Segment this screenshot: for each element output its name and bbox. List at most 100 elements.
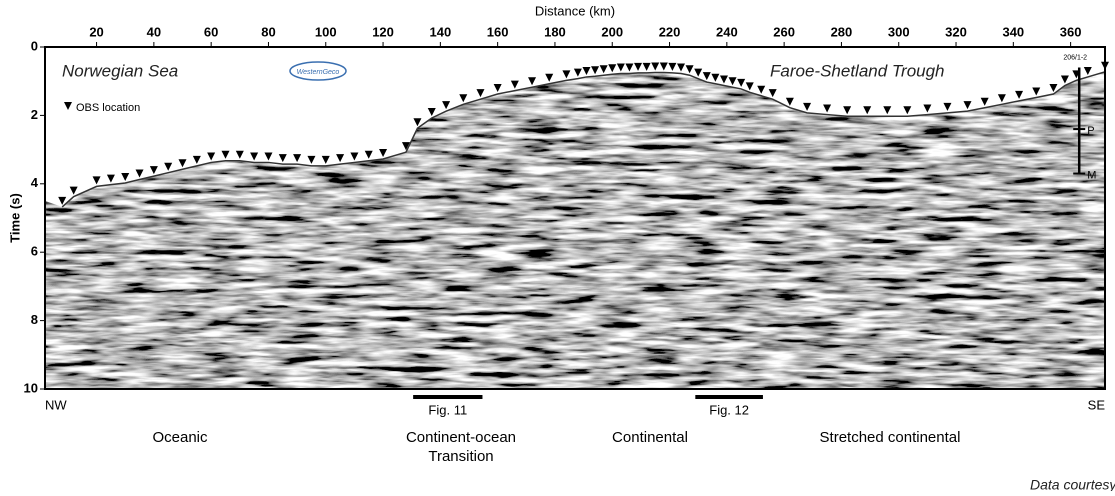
region-title: Norwegian Sea <box>62 61 178 80</box>
obs-marker <box>106 174 115 183</box>
region-label: Continental <box>612 429 688 446</box>
obs-marker <box>694 68 703 77</box>
obs-marker <box>321 155 330 164</box>
y-tick-label: 0 <box>31 38 38 53</box>
obs-marker <box>677 63 685 72</box>
obs-marker <box>785 97 794 106</box>
direction-label: SE <box>1088 397 1106 412</box>
obs-marker <box>149 166 158 175</box>
obs-marker <box>235 150 244 159</box>
obs-marker <box>58 196 67 205</box>
x-tick-label: 140 <box>429 24 451 39</box>
figure-bar <box>695 395 763 399</box>
obs-marker <box>582 66 591 75</box>
obs-marker <box>69 186 78 195</box>
obs-marker <box>413 118 422 127</box>
obs-marker <box>711 73 720 82</box>
obs-marker <box>616 63 625 72</box>
obs-marker <box>427 107 436 116</box>
y-tick-label: 2 <box>31 107 38 122</box>
obs-marker <box>642 62 651 71</box>
obs-marker <box>364 150 373 159</box>
x-tick-label: 100 <box>315 24 337 39</box>
obs-marker <box>728 77 737 86</box>
obs-marker <box>659 62 668 71</box>
obs-marker <box>843 106 852 115</box>
legend-symbol <box>64 102 72 110</box>
x-tick-label: 160 <box>487 24 509 39</box>
obs-marker <box>625 63 634 72</box>
obs-marker <box>528 77 537 86</box>
x-tick-label: 340 <box>1002 24 1024 39</box>
obs-marker <box>459 94 468 103</box>
water-column <box>45 47 1105 207</box>
obs-marker <box>336 154 345 163</box>
well-marker-label: M <box>1087 169 1096 181</box>
x-tick-label: 200 <box>601 24 623 39</box>
direction-label: NW <box>45 397 67 412</box>
y-tick-label: 4 <box>31 175 39 190</box>
obs-marker <box>264 152 273 161</box>
well-name: 206/1-2 <box>1063 54 1087 61</box>
obs-marker <box>1083 66 1092 75</box>
x-tick-label: 240 <box>716 24 738 39</box>
obs-marker <box>307 155 316 164</box>
obs-marker <box>1049 84 1058 93</box>
x-tick-label: 260 <box>773 24 795 39</box>
x-tick-label: 120 <box>372 24 394 39</box>
region-label: Oceanic <box>152 429 208 446</box>
legend-label: OBS location <box>76 102 140 114</box>
x-tick-label: 300 <box>888 24 910 39</box>
obs-marker <box>883 106 892 115</box>
obs-marker <box>599 65 608 74</box>
obs-marker <box>510 80 519 89</box>
obs-marker <box>863 106 872 115</box>
obs-marker <box>1032 87 1041 96</box>
obs-marker <box>923 104 932 113</box>
obs-marker <box>121 172 130 181</box>
obs-marker <box>768 89 777 98</box>
obs-marker <box>803 102 812 111</box>
obs-marker <box>997 94 1006 103</box>
obs-marker <box>634 62 643 71</box>
obs-marker <box>823 104 832 113</box>
figure-label: Fig. 11 <box>428 402 467 417</box>
obs-marker <box>92 176 101 185</box>
figure-label: Fig. 12 <box>709 402 749 417</box>
obs-marker <box>379 149 388 158</box>
y-tick-label: 8 <box>31 312 38 327</box>
obs-marker <box>135 169 144 178</box>
obs-marker <box>401 142 410 151</box>
obs-marker <box>545 73 554 82</box>
x-tick-label: 60 <box>204 24 218 39</box>
obs-marker <box>719 75 728 84</box>
obs-marker <box>668 62 677 71</box>
x-tick-label: 20 <box>89 24 103 39</box>
seafloor <box>61 71 1105 208</box>
region-label: Transition <box>428 448 493 465</box>
obs-marker <box>702 72 711 81</box>
obs-marker <box>250 152 259 161</box>
obs-marker <box>591 66 600 75</box>
obs-marker <box>1101 61 1109 70</box>
well-marker-label: P <box>1087 125 1094 137</box>
credit: Data courtesy of <box>1030 477 1115 491</box>
obs-marker <box>278 154 287 163</box>
obs-marker <box>651 62 660 71</box>
x-tick-label: 40 <box>147 24 161 39</box>
obs-marker <box>350 152 359 161</box>
obs-marker <box>757 85 766 94</box>
figure-bar <box>413 395 483 399</box>
y-tick-label: 10 <box>24 380 38 395</box>
obs-marker <box>943 102 952 111</box>
y-axis-title: Time (s) <box>7 193 22 243</box>
obs-marker <box>493 84 502 93</box>
obs-marker <box>221 150 230 159</box>
obs-marker <box>442 101 451 110</box>
region-label: Stretched continental <box>820 429 961 446</box>
obs-marker <box>980 97 989 106</box>
obs-marker <box>293 154 302 163</box>
obs-marker <box>737 78 746 87</box>
obs-marker <box>192 155 201 164</box>
